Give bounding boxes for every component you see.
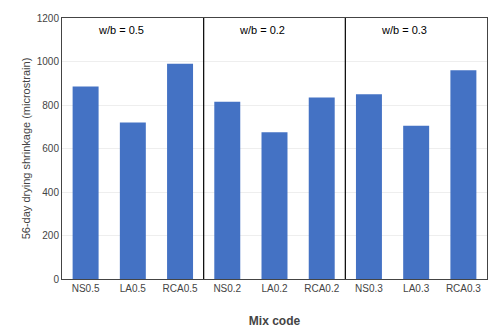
svg-text:RCA0.5: RCA0.5	[163, 283, 198, 294]
svg-text:800: 800	[42, 100, 59, 111]
svg-text:LA0.5: LA0.5	[120, 283, 147, 294]
svg-text:NS0.2: NS0.2	[213, 283, 241, 294]
svg-text:400: 400	[42, 187, 59, 198]
svg-text:0: 0	[53, 274, 59, 285]
svg-text:LA0.2: LA0.2	[261, 283, 288, 294]
svg-text:w/b = 0.2: w/b = 0.2	[239, 24, 285, 36]
svg-text:NS0.3: NS0.3	[355, 283, 383, 294]
svg-text:1000: 1000	[37, 56, 60, 67]
svg-text:1200: 1200	[37, 13, 60, 24]
svg-text:RCA0.2: RCA0.2	[304, 283, 339, 294]
svg-text:Mix code: Mix code	[249, 314, 301, 328]
svg-text:56-day drying shrinkage (micro: 56-day drying shrinkage (microstrain)	[20, 58, 32, 240]
svg-text:LA0.3: LA0.3	[403, 283, 430, 294]
svg-text:200: 200	[42, 230, 59, 241]
svg-text:NS0.5: NS0.5	[72, 283, 100, 294]
svg-text:RCA0.3: RCA0.3	[446, 283, 481, 294]
svg-text:600: 600	[42, 143, 59, 154]
svg-text:w/b = 0.5: w/b = 0.5	[98, 24, 144, 36]
svg-text:w/b = 0.3: w/b = 0.3	[381, 24, 427, 36]
